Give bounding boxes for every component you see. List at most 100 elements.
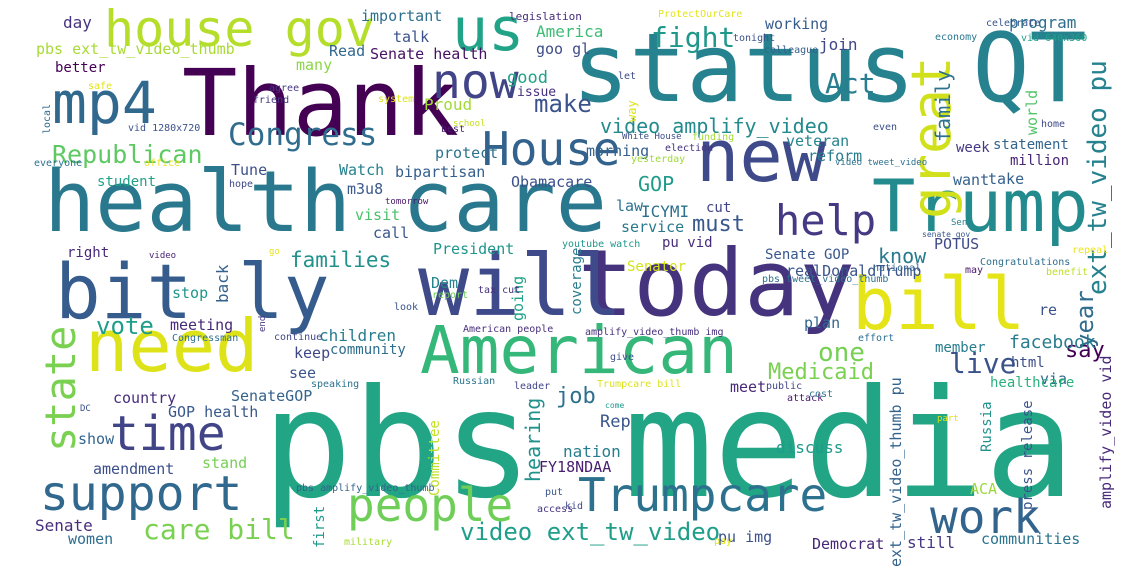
word-102: plan [804,314,841,332]
word-103: re [1039,301,1058,319]
word-175: end [258,316,268,333]
word-153: home [1041,119,1066,130]
word-155: office [144,158,181,169]
word-124: amendment [93,460,175,478]
word-65: protect [435,144,499,162]
word-62: issue [517,85,557,100]
word-126: Senate [35,516,93,535]
word-147: vid 1280x720 [128,123,201,134]
word-21: work [930,490,1041,544]
word-31: ext_tw_video pu [1083,60,1113,295]
word-123: stand [202,454,248,472]
word-151: funding [692,132,735,143]
word-121: FY18NDAA [539,458,612,476]
word-168: Congratulations [980,257,1071,268]
word-196: military [344,537,393,548]
word-88: realDonaldTrump [786,262,922,280]
word-177: continue [274,332,323,343]
word-101: community [330,342,406,358]
word-133: legislation [509,10,582,23]
word-113: meet [730,378,767,396]
word-140: vid 640x360 [1021,33,1088,44]
word-171: benefit [1046,267,1089,278]
word-130: communities [981,530,1081,548]
word-97: Dem [431,274,459,292]
word-182: speaking [311,379,360,390]
word-173: tax cut [478,285,521,296]
word-161: Sen [951,218,968,228]
word-72: Tune [231,161,268,179]
word-167: pbs tweet_video_thumb [762,274,889,285]
word-89: POTUS [934,235,980,253]
word-8: American [420,312,738,389]
word-78: law [616,197,644,215]
word-3: Thank [182,50,459,157]
word-32: care bill [143,513,295,546]
word-91: back [213,264,232,303]
word-92: President [433,240,515,258]
word-181: give [610,352,635,363]
word-166: go [269,247,280,257]
word-129: still [907,533,956,552]
word-52: important [361,7,443,25]
word-40: job [556,384,596,409]
word-162: senate gov [922,230,971,239]
word-33: video ext_tw_video [460,518,721,546]
word-75: Obamacare [511,173,593,191]
word-156: election [665,143,714,154]
word-96: meeting [170,316,234,334]
word-117: amplify_video vid [1097,355,1115,509]
word-176: Congressman [172,333,239,344]
word-13: us [452,0,525,65]
word-74: bipartisan [395,163,486,181]
word-4: today [578,230,855,337]
word-41: GOP [638,172,675,196]
word-38: families [290,248,392,272]
word-93: coverage [569,248,585,316]
word-128: first [312,506,328,549]
word-163: youtube watch [562,239,641,250]
word-76: student [97,174,157,190]
word-9: need [85,304,259,388]
word-94: Senator [627,259,687,275]
word-116: press release [1020,400,1036,510]
word-60: better [55,60,106,76]
word-34: Medicaid [768,360,874,385]
word-186: public [766,381,803,392]
word-53: day [63,13,92,32]
word-160: tomorrow [385,197,429,207]
word-107: healthcare [990,375,1075,391]
word-23: state [36,326,85,453]
word-99: children [319,326,397,345]
word-170: may [965,265,984,276]
word-98: going [509,276,527,322]
word-110: country [113,389,177,407]
word-157: yesterday [631,154,686,165]
word-127: women [68,530,114,548]
word-10: Trump [872,164,1089,248]
word-159: hope [229,179,254,190]
word-189: DC [80,404,91,414]
word-24: Congress [228,117,378,153]
word-49: working [765,15,829,33]
word-158: video tweet_video [835,158,928,168]
word-135: way [625,100,639,122]
word-64: morning [586,142,650,160]
word-44: family [931,70,955,143]
word-139: economy [935,32,978,43]
word-122: show [78,430,115,448]
word-79: ICYMI [641,202,690,221]
word-95: stop [172,284,209,302]
word-106: member [935,340,986,356]
word-20: people [347,478,514,532]
word-11: bill [852,262,1026,346]
word-190: come [605,401,625,410]
word-45: say [1065,338,1105,363]
word-164: repeal [1072,245,1109,256]
word-68: week [956,140,990,156]
word-169: national [873,263,922,274]
word-6: bit ly [55,247,330,336]
word-115: Russia [979,401,995,452]
word-183: Russian [453,376,496,387]
word-73: Watch [339,161,385,179]
